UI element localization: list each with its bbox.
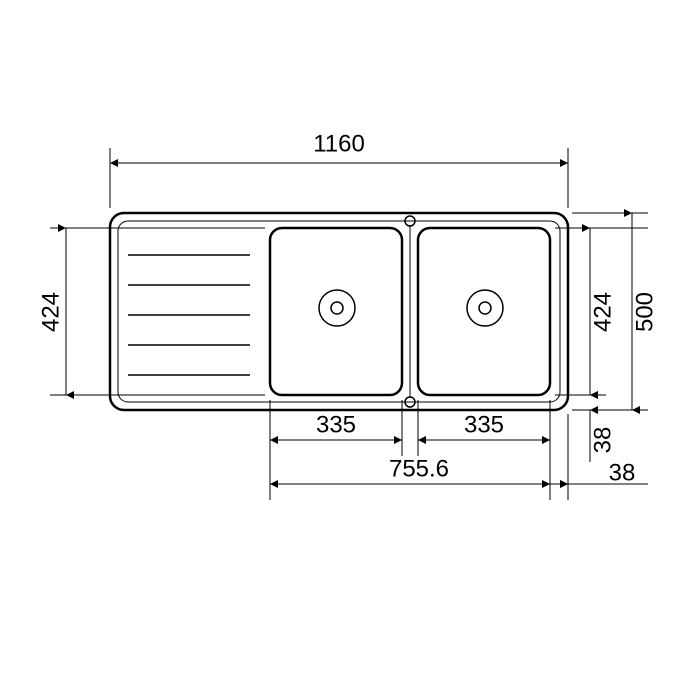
dim-right-inner-height-value: 424: [589, 292, 616, 332]
dim-right-gap-38-v: 38: [589, 372, 616, 462]
dim-bottom-bowl-b: 335: [418, 400, 550, 500]
dim-left-height-value: 424: [37, 292, 64, 332]
dim-bottom-bowl-a: 335: [270, 400, 402, 500]
dim-left-height: 424: [37, 228, 265, 395]
dim-top-width-value: 1160: [313, 130, 365, 157]
drain-a: [319, 290, 355, 326]
dim-right-gap-38-v-value: 38: [589, 427, 616, 454]
dim-right-gap-38-h: 38: [528, 459, 648, 486]
sink-body: [110, 213, 568, 410]
dim-bottom-bowl-b-value: 335: [464, 411, 504, 438]
bowl-b: [418, 228, 550, 395]
dim-right-gap-38-h-value: 38: [609, 459, 636, 486]
sink-dimension-drawing: 1160 424 424 500 38 335 33: [0, 0, 680, 680]
bowl-a: [270, 228, 402, 395]
dim-bottom-total-value: 755.6: [389, 455, 449, 482]
drainboard-ribs: [128, 255, 250, 375]
drain-b: [467, 290, 503, 326]
dim-bottom-total: 755.6: [270, 414, 568, 500]
dim-right-outer-height-value: 500: [631, 292, 658, 332]
sink-outer: [110, 213, 568, 410]
dim-top-width: 1160: [110, 130, 568, 208]
dim-bottom-bowl-a-value: 335: [316, 411, 356, 438]
